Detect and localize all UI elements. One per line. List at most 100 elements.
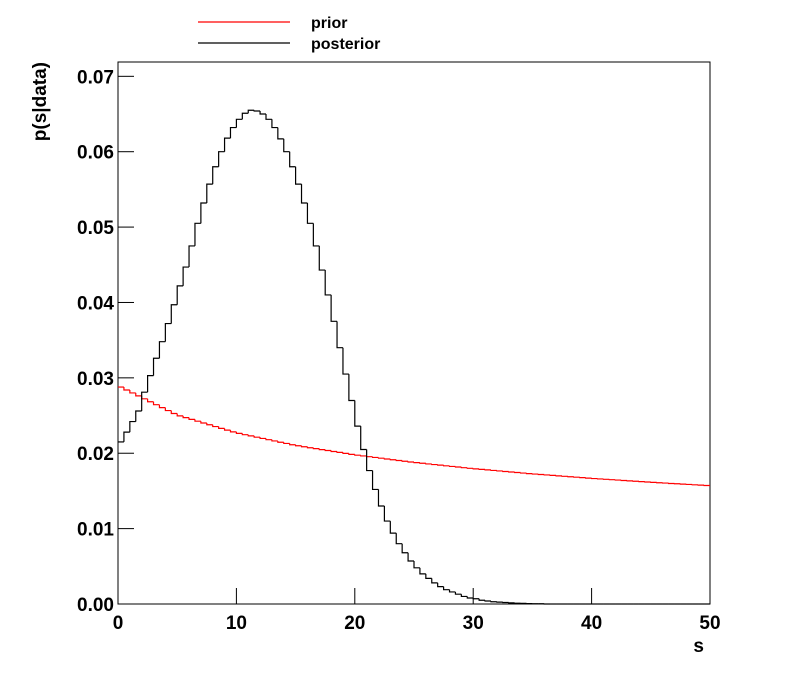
- histogram-step: [402, 544, 408, 553]
- histogram-step: [461, 467, 467, 468]
- histogram-step: [313, 448, 319, 449]
- histogram-step: [432, 464, 438, 465]
- histogram-step: [242, 113, 248, 119]
- histogram-step: [355, 400, 361, 426]
- histogram-step: [236, 119, 242, 127]
- histogram-step: [278, 128, 284, 139]
- y-tick-label: 0.04: [77, 293, 114, 314]
- histogram-step: [201, 421, 207, 423]
- histogram-step: [130, 422, 136, 433]
- x-tick-label: 0: [113, 613, 124, 634]
- histogram-step: [183, 416, 189, 418]
- histogram-step: [148, 399, 154, 402]
- histogram-step: [236, 432, 242, 434]
- histogram-step: [331, 451, 337, 452]
- histogram-step: [396, 460, 402, 461]
- histogram-step: [248, 435, 254, 436]
- histogram-step: [485, 469, 491, 470]
- histogram-step: [260, 111, 266, 114]
- histogram-step: [159, 342, 165, 359]
- histogram-step: [420, 568, 426, 574]
- histogram-step: [165, 408, 171, 411]
- histogram-step: [367, 456, 373, 457]
- histogram-step: [408, 461, 414, 462]
- histogram-step: [343, 452, 349, 453]
- histogram-step: [302, 446, 308, 447]
- histogram-step: [450, 466, 456, 467]
- histogram-step: [438, 583, 444, 587]
- histogram-step: [124, 387, 130, 390]
- histogram-step: [461, 594, 467, 596]
- histogram-step: [337, 452, 343, 453]
- histogram-step: [503, 471, 509, 472]
- histogram-step: [177, 286, 183, 305]
- histogram-step: [302, 184, 308, 203]
- histogram-step: [473, 468, 479, 469]
- histogram-step: [337, 321, 343, 347]
- histogram-step: [171, 411, 177, 414]
- histogram-step: [479, 469, 485, 470]
- x-tick-label: 20: [344, 613, 365, 634]
- histogram-step: [142, 396, 148, 399]
- histogram-step: [414, 561, 420, 568]
- histogram-step: [384, 506, 390, 521]
- histogram-step: [384, 458, 390, 459]
- histogram-step: [207, 184, 213, 203]
- histogram-step: [148, 376, 154, 393]
- histogram-step: [284, 442, 290, 443]
- histogram-step: [367, 449, 373, 470]
- histogram-step: [396, 533, 402, 544]
- histogram-step: [361, 455, 367, 456]
- histogram-step: [189, 246, 195, 267]
- histogram-step: [455, 466, 461, 467]
- histogram-step: [124, 432, 130, 442]
- histogram-step: [343, 348, 349, 374]
- histogram-step: [515, 472, 521, 473]
- histogram-step: [201, 203, 207, 223]
- histogram-step: [361, 426, 367, 449]
- histogram-step: [142, 392, 148, 411]
- histogram-step: [254, 436, 260, 437]
- histogram-step: [497, 470, 503, 471]
- histogram-step: [509, 471, 515, 472]
- histogram-step: [278, 441, 284, 442]
- histogram-step: [266, 438, 272, 439]
- histogram-step: [426, 463, 432, 464]
- histogram-step: [355, 454, 361, 455]
- histogram-step: [165, 324, 171, 342]
- histogram-step: [242, 433, 248, 434]
- histogram-step: [373, 471, 379, 490]
- histogram-step: [207, 423, 213, 425]
- histogram-step: [390, 459, 396, 460]
- histogram-step: [325, 270, 331, 295]
- legend-label: posterior: [311, 36, 380, 53]
- histogram-step: [290, 152, 296, 167]
- histogram-step: [373, 457, 379, 458]
- histogram-step: [319, 449, 325, 450]
- histogram-step: [136, 393, 142, 396]
- histogram-step: [177, 414, 183, 416]
- histogram-step: [219, 152, 225, 167]
- histogram-step: [213, 425, 219, 427]
- histogram-step: [479, 599, 485, 601]
- histogram-step: [331, 295, 337, 321]
- histogram-step: [171, 305, 177, 324]
- histogram-step: [378, 489, 384, 506]
- y-tick-label: 0.02: [77, 444, 114, 465]
- x-tick-label: 50: [699, 613, 720, 634]
- histogram-step: [325, 450, 331, 451]
- histogram-step: [183, 267, 189, 286]
- histogram-step: [189, 418, 195, 420]
- histogram-step: [254, 110, 260, 111]
- y-tick-label: 0.05: [77, 218, 114, 239]
- histogram-step: [130, 390, 136, 393]
- histogram-step: [402, 460, 408, 461]
- histogram-step: [296, 445, 302, 446]
- histogram-step: [408, 553, 414, 561]
- histogram-step: [319, 246, 325, 270]
- y-tick-label: 0.06: [77, 143, 114, 164]
- histogram-step: [455, 592, 461, 594]
- histogram-step: [390, 521, 396, 533]
- histogram-step: [349, 453, 355, 454]
- histogram-step: [272, 440, 278, 441]
